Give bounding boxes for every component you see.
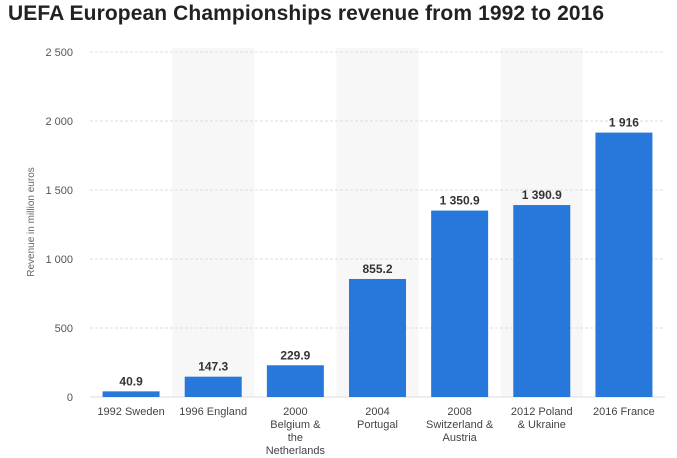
data-label: 855.2 [362,262,392,276]
bar[interactable] [513,205,571,397]
x-tick-label: 1996 England [179,406,247,418]
y-tick-label: 2 000 [45,116,73,128]
y-tick-label: 500 [55,323,73,335]
x-tick-label: 2012 Poland & Ukraine [511,406,573,431]
data-label: 40.9 [119,374,143,388]
y-axis-title: Revenue in million euros [26,167,37,277]
data-label: 1 916 [609,116,639,130]
bar[interactable] [349,278,406,397]
y-tick-label: 1 500 [45,185,73,197]
background-band [172,48,255,397]
y-tick-label: 1 000 [45,254,73,266]
bar[interactable] [431,210,489,397]
data-label: 1 390.9 [522,188,562,202]
x-tick-label: 2000 Belgium & the Netherlands [266,406,326,457]
x-tick-label: 2008 Switzerland & Austria [426,406,494,444]
data-label: 1 350.9 [440,194,480,208]
bar[interactable] [184,376,242,397]
chart-title: UEFA European Championships revenue from… [8,2,605,25]
y-tick-label: 0 [67,392,73,404]
y-tick-label: 2 500 [45,47,73,59]
bar[interactable] [102,391,160,397]
x-tick-label: 2004 Portugal [357,406,398,431]
x-tick-label: 1992 Sweden [97,406,164,418]
bar[interactable] [266,365,324,397]
data-label: 147.3 [198,360,228,374]
x-tick-label: 2016 France [593,406,655,418]
bar[interactable] [595,132,653,398]
data-label: 229.9 [280,348,310,362]
